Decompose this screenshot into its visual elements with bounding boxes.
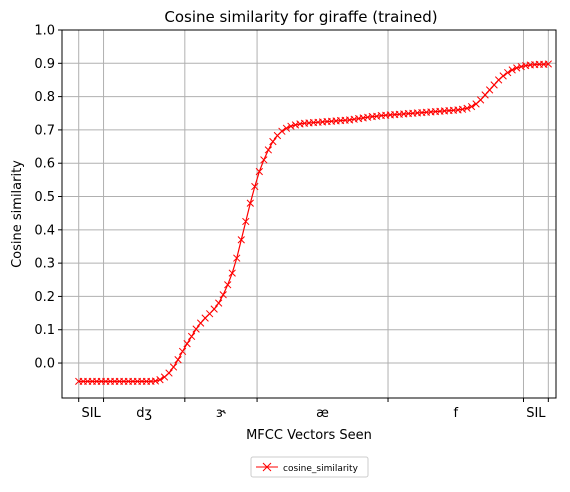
data-point-marker (499, 72, 507, 80)
x-ticks: SIL dʒ ɝ æ f SIL (78, 398, 549, 421)
data-point-marker (174, 356, 182, 364)
y-tick-label: 1.0 (34, 24, 55, 39)
data-point-marker (282, 124, 291, 132)
chart-title: Cosine similarity for giraffe (trained) (164, 8, 437, 26)
data-point-marker (165, 369, 173, 377)
data-point-marker (508, 66, 516, 74)
y-tick-label: 0.5 (34, 190, 55, 205)
grid (62, 29, 556, 398)
series-line (78, 63, 549, 382)
data-point-marker (169, 363, 178, 371)
data-point-marker (260, 156, 268, 164)
y-tick-label: 0.0 (34, 357, 55, 372)
data-point-marker (224, 281, 232, 289)
data-point-marker (278, 127, 286, 135)
x-tick-label: æ (316, 406, 329, 421)
y-tick-label: 0.4 (34, 223, 55, 238)
data-point-marker (287, 122, 295, 130)
series-layer (75, 60, 552, 386)
legend-label-cosine-similarity: cosine_similarity (283, 464, 359, 474)
y-tick-label: 0.1 (34, 323, 55, 338)
data-point-marker (156, 376, 164, 384)
y-ticks: 0.0 0.1 0.2 0.3 0.4 0.5 0.6 0.7 0.8 0.9 1.0 (34, 24, 62, 372)
x-axis-label: MFCC Vectors Seen (246, 428, 372, 443)
data-point-marker (233, 254, 241, 262)
data-point-marker (178, 347, 187, 356)
data-point-marker (187, 332, 196, 341)
y-tick-label: 0.3 (34, 257, 55, 272)
data-point-marker (544, 60, 552, 68)
legend-marker (262, 462, 272, 472)
legend: cosine_similarity (250, 456, 369, 478)
y-tick-label: 0.9 (34, 57, 55, 72)
data-point-marker (467, 102, 476, 111)
data-point-marker (192, 325, 200, 333)
data-point-marker (463, 104, 471, 112)
data-point-marker (183, 340, 191, 348)
data-point-marker (513, 64, 521, 72)
y-tick-label: 0.6 (34, 157, 55, 172)
data-point-marker (291, 121, 300, 129)
data-point-marker (255, 167, 263, 176)
data-point-marker (246, 199, 254, 207)
plot-frame (61, 29, 557, 399)
data-point-marker (228, 269, 236, 277)
x-tick-label: SIL (526, 406, 546, 421)
data-point-marker (517, 62, 525, 71)
data-point-marker (210, 305, 218, 313)
data-point-marker (219, 291, 227, 299)
y-axis-label: Cosine similarity (10, 160, 25, 268)
x-tick-label: ɝ (216, 406, 227, 421)
data-point-marker (504, 68, 512, 77)
data-point-marker (237, 236, 245, 244)
data-point-marker (264, 146, 273, 154)
data-point-marker (269, 137, 277, 146)
y-tick-label: 0.7 (34, 123, 55, 138)
y-tick-label: 0.2 (34, 290, 55, 305)
data-point-marker (151, 377, 160, 385)
data-point-marker (251, 182, 259, 191)
y-tick-label: 0.8 (34, 90, 55, 105)
x-tick-label: f (453, 406, 458, 421)
data-point-marker (215, 299, 223, 307)
data-point-marker (242, 217, 250, 226)
x-tick-label: SIL (81, 406, 101, 421)
data-point-marker (458, 105, 467, 113)
x-tick-label: dʒ (136, 406, 152, 421)
legend-box (250, 456, 369, 478)
